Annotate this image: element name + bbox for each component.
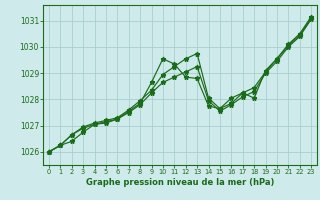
X-axis label: Graphe pression niveau de la mer (hPa): Graphe pression niveau de la mer (hPa) (86, 178, 274, 187)
